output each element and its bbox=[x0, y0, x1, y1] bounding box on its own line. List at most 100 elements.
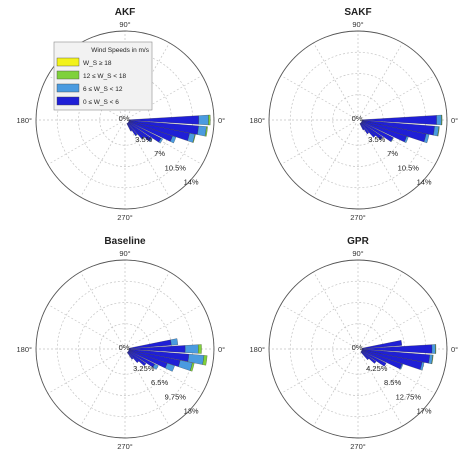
wind-bar bbox=[361, 350, 387, 367]
polar-outer-ring bbox=[35, 30, 215, 210]
wind-bar bbox=[441, 114, 443, 126]
radial-tick-label: 9.75% bbox=[165, 392, 187, 401]
legend-label: W_S ≥ 18 bbox=[83, 60, 112, 67]
legend-swatch bbox=[56, 96, 80, 106]
polar-axes-face bbox=[269, 31, 447, 209]
wind-bar bbox=[208, 114, 211, 126]
radial-tick-label: 3.5% bbox=[135, 135, 152, 144]
radial-tick-label: 0% bbox=[119, 343, 130, 352]
angle-label: 0° bbox=[218, 345, 225, 354]
radial-tick-label: 0% bbox=[352, 343, 363, 352]
wind-bar bbox=[360, 351, 370, 361]
wind-bar bbox=[190, 362, 195, 372]
wind-bar bbox=[419, 362, 425, 371]
wind-bar bbox=[399, 363, 404, 370]
wind-bar bbox=[360, 122, 376, 138]
legend-label: 6 ≤ W_S < 12 bbox=[83, 86, 123, 93]
wind-bar bbox=[390, 137, 394, 143]
radial-tick-label: 7% bbox=[387, 149, 398, 158]
legend-title: Wind Speeds in m/s bbox=[91, 47, 150, 54]
angle-label: 90° bbox=[352, 20, 363, 29]
legend-label: 0 ≤ W_S < 6 bbox=[83, 99, 119, 106]
wind-bar bbox=[127, 351, 134, 360]
wind-bar bbox=[198, 114, 209, 126]
wind-bar bbox=[202, 355, 208, 366]
radial-tick-label: 0% bbox=[119, 114, 130, 123]
wind-bar bbox=[360, 122, 370, 135]
wind-bar bbox=[436, 114, 442, 126]
wind-bar bbox=[197, 125, 207, 137]
angle-label: 270° bbox=[350, 442, 366, 451]
wind-bar bbox=[135, 133, 138, 137]
radial-tick-label: 7% bbox=[154, 149, 165, 158]
radial-tick-label: 14% bbox=[184, 178, 199, 187]
panel-baseline: Baseline 90° 180° 270° 0° 0% 3.25% 6.5% 9.75% 13% bbox=[16, 236, 225, 451]
wind-bar bbox=[126, 123, 133, 132]
wind-bar bbox=[404, 136, 409, 143]
radial-tick-label: 3.25% bbox=[133, 364, 155, 373]
angle-label: 270° bbox=[117, 442, 133, 451]
wind-bar bbox=[152, 363, 159, 370]
wind-bar bbox=[192, 134, 196, 143]
angle-label: 90° bbox=[119, 249, 130, 258]
polar-outer-ring bbox=[268, 259, 448, 439]
legend-swatch bbox=[56, 57, 80, 67]
wind-bar bbox=[361, 340, 402, 349]
radial-tick-label: 6.5% bbox=[151, 378, 168, 387]
radial-tick-label: 10.5% bbox=[165, 163, 187, 172]
radial-tick-label: 10.5% bbox=[398, 163, 420, 172]
radial-tick-label: 0% bbox=[352, 114, 363, 123]
legend-swatch bbox=[56, 83, 80, 93]
wind-bar bbox=[431, 354, 434, 365]
angle-label: 0° bbox=[218, 116, 225, 125]
panel-title: AKF bbox=[115, 7, 136, 18]
radial-tick-label: 13% bbox=[184, 407, 199, 416]
angle-label: 180° bbox=[249, 116, 265, 125]
wind-bar bbox=[165, 363, 175, 372]
legend-label: 12 ≤ W_S < 18 bbox=[83, 73, 127, 80]
angle-label: 180° bbox=[16, 345, 32, 354]
angle-label: 90° bbox=[119, 20, 130, 29]
wind-bar bbox=[359, 123, 365, 131]
wind-bar bbox=[435, 344, 437, 354]
angle-label: 90° bbox=[352, 249, 363, 258]
wind-bar bbox=[158, 137, 163, 144]
wind-bar bbox=[198, 344, 202, 354]
angle-label: 270° bbox=[350, 213, 366, 222]
panel-gpr: GPR 90° 180° 270° 0° 0% 4.25% 8.5% 12.75% 17% bbox=[249, 236, 458, 451]
panel-sakf: SAKF 90° 180° 270° 0° 0% 3.5%7%10.5% 14% bbox=[249, 7, 458, 222]
legend-swatch bbox=[56, 70, 80, 80]
wind-bar bbox=[141, 136, 145, 140]
radial-tick-label: 4.25% bbox=[366, 364, 388, 373]
radial-tick-label: 3.5% bbox=[368, 135, 385, 144]
radial-tick-label: 17% bbox=[417, 407, 432, 416]
radial-tick-label: 12.75% bbox=[396, 392, 422, 401]
polar-outer-ring bbox=[35, 259, 215, 439]
angle-label: 270° bbox=[117, 213, 133, 222]
radial-tick-label: 8.5% bbox=[384, 378, 401, 387]
wind-bar bbox=[423, 133, 430, 144]
wind-bar bbox=[437, 126, 440, 137]
wind-bar bbox=[170, 135, 177, 144]
angle-label: 0° bbox=[451, 116, 458, 125]
polar-axes-face bbox=[269, 260, 447, 438]
wind-bar bbox=[431, 344, 436, 354]
panel-title: GPR bbox=[347, 236, 369, 247]
angle-label: 180° bbox=[249, 345, 265, 354]
panel-akf: AKF 90° 180° 270° 0° 0% 3.5%7%10.5% 14% Wind Spe… bbox=[16, 7, 225, 222]
panel-title: SAKF bbox=[344, 7, 371, 18]
wind-bar bbox=[184, 344, 199, 354]
wind-bar bbox=[360, 122, 383, 141]
wind-bar bbox=[204, 126, 208, 137]
legend: Wind Speeds in m/s W_S ≥ 18 12 ≤ W_S < 18 6… bbox=[53, 41, 153, 111]
wind-bar bbox=[127, 351, 139, 363]
wind-bar bbox=[127, 351, 147, 367]
wind-bar bbox=[360, 351, 377, 364]
wind-bar bbox=[148, 137, 153, 143]
angle-label: 180° bbox=[16, 116, 32, 125]
polar-axes-face bbox=[36, 260, 214, 438]
angle-label: 0° bbox=[451, 345, 458, 354]
radial-tick-label: 14% bbox=[417, 178, 432, 187]
wind-bar bbox=[170, 338, 179, 346]
